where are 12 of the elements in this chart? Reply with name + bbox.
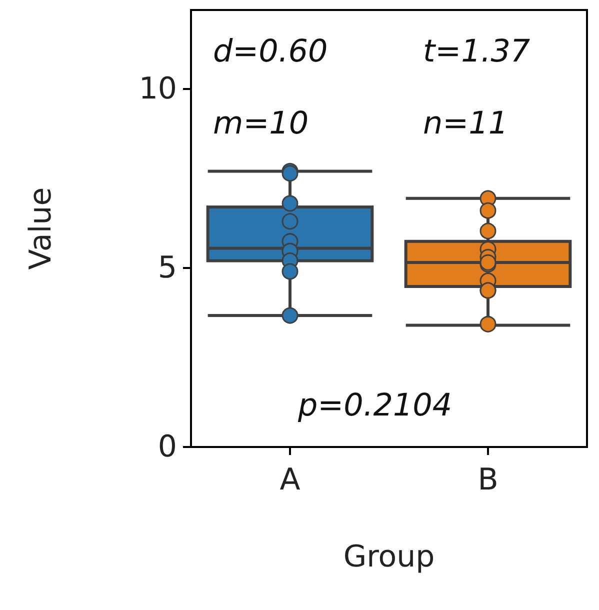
annotation: t=1.37 xyxy=(423,34,530,70)
x-axis-title: Group xyxy=(343,540,435,574)
y-axis-title: Value xyxy=(24,187,58,270)
x-tick-label: B xyxy=(478,462,498,498)
y-tick-label: 5 xyxy=(158,250,177,286)
x-tick-label: A xyxy=(280,462,301,498)
y-tick-label: 10 xyxy=(138,71,177,106)
y-tick-label: 0 xyxy=(158,430,177,464)
annotation: m=10 xyxy=(213,106,309,142)
annotation: n=11 xyxy=(423,106,508,142)
annotation: d=0.60 xyxy=(213,34,328,70)
annotation: p=0.2104 xyxy=(297,388,452,424)
